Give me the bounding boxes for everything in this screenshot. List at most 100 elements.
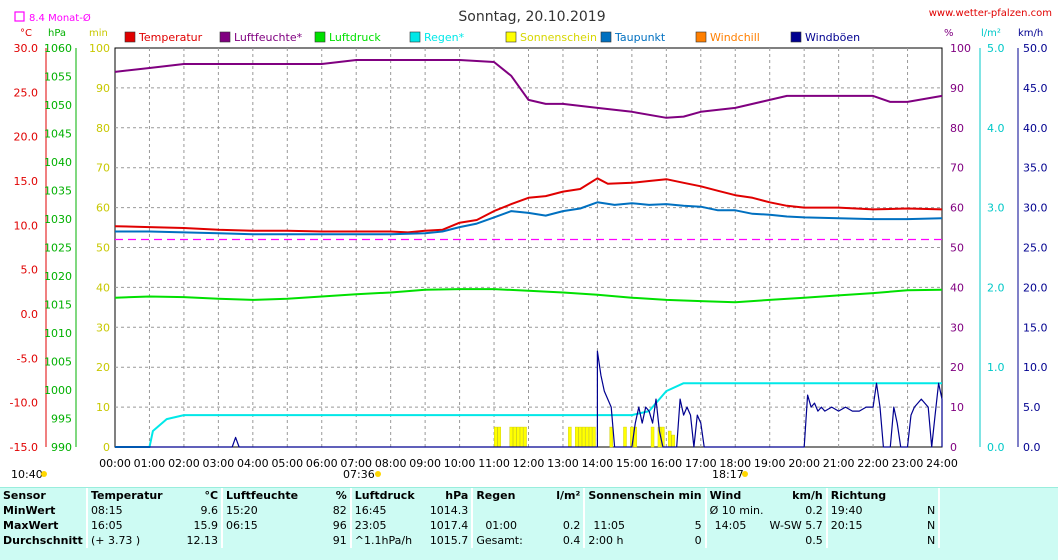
pressure-tick-label: 995 [51, 413, 72, 426]
hdr-rain: Regen [471, 488, 534, 503]
pressure-tick-label: 1025 [44, 242, 72, 255]
x-tick-label: 17:00 [685, 457, 717, 470]
legend-item: Taupunkt [600, 31, 666, 44]
cell-rain-val [533, 503, 584, 518]
series-line-temperatur [114, 177, 943, 234]
cell-dir-val: N [927, 504, 936, 517]
rain-tick-label: 0.0 [987, 441, 1005, 454]
x-tick-label: 20:00 [788, 457, 820, 470]
x-tick-label: 23:00 [892, 457, 924, 470]
cell-hum-val: 82 [332, 504, 347, 517]
website-link[interactable]: www.wetter-pfalzen.com [929, 8, 1052, 19]
cell-temp-val: 9.6 [200, 504, 219, 517]
x-tick-label: 07:00 [340, 457, 372, 470]
sunshine-tick-label: 20 [96, 361, 110, 374]
legend-item: Regen* [409, 31, 465, 44]
cell-hum-time: 06:15 [221, 518, 302, 533]
hdr-press-unit: hPa [445, 489, 469, 502]
monthly-avg-swatch [14, 11, 25, 22]
x-tick-label: 02:00 [168, 457, 200, 470]
cell-press-val: 1014.3 [429, 504, 469, 517]
hdr-sensor: Sensor [3, 489, 46, 502]
pressure-tick-label: 1000 [44, 384, 72, 397]
pressure-tick-label: 1055 [44, 71, 72, 84]
hdr-hum-unit: % [335, 489, 347, 502]
x-tick-label: 09:00 [409, 457, 441, 470]
row-label: MinWert [3, 504, 56, 517]
temp-tick-label: -5.0 [17, 352, 38, 365]
legend-swatch [790, 31, 802, 43]
sunshine-bar [668, 430, 672, 448]
x-tick-label: 18:00 [719, 457, 751, 470]
chart-grid [114, 47, 943, 448]
x-tick-label: 05:00 [271, 457, 303, 470]
stats-row-max: MaxWert 16:05 15.9 06:15 96 23:05 1017.4… [0, 518, 1058, 533]
chart-axes: 00:00 01:00 02:00 03:00 04:00 05:00 06:00 07:00… [10, 42, 1048, 470]
hdr-temp: Temperatur [85, 488, 166, 503]
sunshine-tick-label: 100 [89, 42, 110, 55]
x-tick-label: 12:00 [513, 457, 545, 470]
temp-tick-label: 10.0 [14, 219, 39, 232]
hdr-sun: Sonnenschein min [583, 488, 706, 503]
sunshine-tick-label: 40 [96, 281, 110, 294]
cell-dir-time: 20:15 [825, 518, 890, 533]
series-line-taupunkt [115, 201, 943, 236]
pressure-tick-label: 1035 [44, 185, 72, 198]
cell-rain-time: 01:00 [471, 518, 534, 533]
humidity-tick-label: 90 [950, 82, 964, 95]
pressure-tick-label: 1005 [44, 356, 72, 369]
humidity-tick-label: 50 [950, 242, 964, 255]
x-tick-label: 03:00 [203, 457, 235, 470]
temp-tick-label: 15.0 [14, 175, 39, 188]
cell-dir-val: N [927, 534, 936, 547]
legend-item: Windchill [695, 31, 760, 44]
pressure-tick-label: 1030 [44, 213, 72, 226]
x-tick-label: 24:00 [926, 457, 958, 470]
temp-tick-label: -15.0 [10, 441, 38, 454]
x-tick-label: 06:00 [306, 457, 338, 470]
sun-hours-icon [41, 471, 47, 477]
sunshine-bar [494, 426, 498, 448]
stats-row-avg: Durchschnitt (+ 3.73 ) 12.13 91 ^1.1hPa/… [0, 533, 1058, 548]
wind-tick-label: 5.0 [1023, 401, 1041, 414]
x-tick-label: 11:00 [478, 457, 510, 470]
sunshine-bar [609, 426, 613, 448]
unit-rain: l/m² [981, 28, 1001, 39]
legend-label: Sonnenschein [520, 31, 597, 44]
unit-wind: km/h [1018, 28, 1043, 39]
x-tick-label: 00:00 [99, 457, 131, 470]
cell-wind-a: Ø 10 min. [704, 503, 767, 518]
humidity-tick-label: 30 [950, 321, 964, 334]
cell-dir-time [825, 533, 890, 548]
rain-tick-label: 1.0 [987, 361, 1005, 374]
cell-sun-val [676, 503, 705, 518]
sunshine-tick-label: 80 [96, 122, 110, 135]
cell-hum-val: 96 [332, 519, 347, 532]
x-tick-label: 13:00 [547, 457, 579, 470]
sunshine-bar [671, 434, 675, 448]
sunshine-bar [568, 426, 572, 448]
sunset-time: 18:17 [712, 468, 744, 481]
legend-swatch [505, 31, 517, 43]
legend-swatch [600, 31, 612, 43]
humidity-tick-label: 40 [950, 281, 964, 294]
cell-wind-b: 0.2 [805, 504, 823, 517]
sunshine-bar [623, 426, 627, 448]
pressure-tick-label: 1050 [44, 99, 72, 112]
unit-percent: % [944, 28, 954, 39]
temp-tick-label: 20.0 [14, 131, 39, 144]
cell-temp-time: (+ 3.73 ) [85, 533, 166, 548]
legend-item: Temperatur [124, 31, 203, 44]
legend-swatch [409, 31, 421, 43]
cell-temp-val: 12.13 [186, 534, 219, 547]
chart-legend: Temperatur Luftfeuchte* Luftdruck Regen* Son… [124, 31, 860, 44]
wind-tick-label: 40.0 [1023, 122, 1048, 135]
chart-title: Sonntag, 20.10.2019 [458, 9, 605, 25]
weather-chart: 00:00 01:00 02:00 03:00 04:00 05:00 06:00 07:00… [9, 8, 1052, 481]
cell-press-val: 1017.4 [429, 519, 469, 532]
row-label: MaxWert [3, 519, 59, 532]
legend-label: Windböen [805, 31, 860, 44]
legend-swatch [695, 31, 707, 43]
unit-min: min [89, 28, 108, 39]
sunshine-tick-label: 0 [103, 441, 110, 454]
